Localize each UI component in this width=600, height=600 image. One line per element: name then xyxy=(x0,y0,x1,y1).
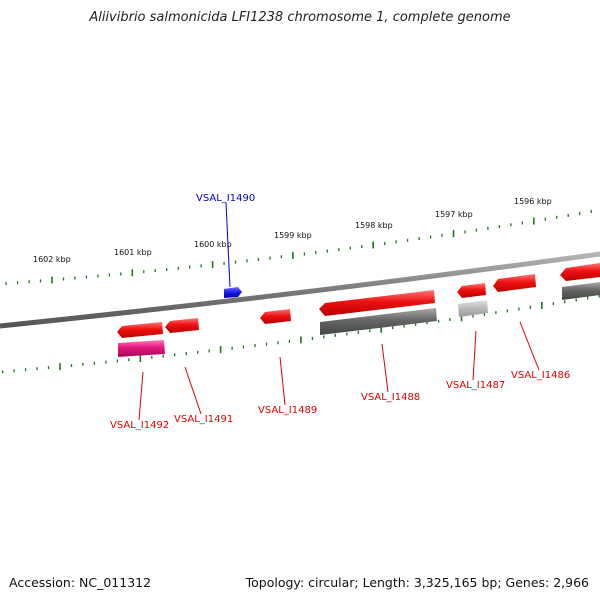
gene-label-vsal-i1487[interactable]: VSAL_I1487 xyxy=(446,380,505,391)
gene-labels: VSAL_I1490 VSAL_I1492 VSAL_I1491 VSAL_I1… xyxy=(110,193,570,431)
gene-label-vsal-i1490[interactable]: VSAL_I1490 xyxy=(196,193,255,204)
gene-vsal-i1491[interactable] xyxy=(165,318,199,333)
gene-label-vsal-i1486[interactable]: VSAL_I1486 xyxy=(511,370,570,381)
gene-label-vsal-i1492[interactable]: VSAL_I1492 xyxy=(110,420,169,431)
upper-scale-ticks xyxy=(5,210,592,285)
leader-vsal-i1489 xyxy=(279,356,286,406)
gene-label-vsal-i1488[interactable]: VSAL_I1488 xyxy=(361,392,420,403)
leader-vsal-i1486 xyxy=(519,321,540,371)
map-title: Aliivibrio salmonicida LFI1238 chromosom… xyxy=(89,10,511,25)
lower-scale-ticks xyxy=(1,294,600,374)
gene-edge-gray[interactable] xyxy=(562,282,600,300)
scale-label-1596: 1596 kbp xyxy=(514,197,552,206)
leader-vsal-i1491 xyxy=(184,366,202,415)
scale-label-1601: 1601 kbp xyxy=(114,248,152,257)
gene-vsal-i1488[interactable] xyxy=(319,290,435,316)
gene-vsal-i1487[interactable] xyxy=(457,283,486,298)
gene-vsal-i1490[interactable] xyxy=(224,287,242,298)
gene-edge-red[interactable] xyxy=(560,263,600,281)
genome-summary-text: Topology: circular; Length: 3,325,165 bp… xyxy=(245,575,589,590)
gene-vsal-i1488-gray[interactable] xyxy=(320,308,437,335)
leader-vsal-i1490 xyxy=(225,202,231,288)
leader-vsal-i1492 xyxy=(138,371,144,421)
gene-vsal-i1492[interactable] xyxy=(117,322,163,338)
accession-text: Accession: NC_011312 xyxy=(9,575,152,590)
gene-vsal-i1492-pink[interactable] xyxy=(118,340,165,357)
gene-vsal-i1486[interactable] xyxy=(493,274,536,292)
scale-labels: 1602 kbp 1601 kbp 1600 kbp 1599 kbp 1598… xyxy=(33,197,552,264)
leader-vsal-i1488 xyxy=(381,343,389,393)
scale-label-1599: 1599 kbp xyxy=(274,231,312,240)
chromosome-backbone xyxy=(0,251,600,329)
scale-label-1602: 1602 kbp xyxy=(33,255,71,264)
gene-label-vsal-i1491[interactable]: VSAL_I1491 xyxy=(174,414,233,425)
gene-vsal-i1487-gray[interactable] xyxy=(458,300,488,317)
label-leaders xyxy=(138,202,540,421)
scale-label-1600: 1600 kbp xyxy=(194,240,232,249)
leader-vsal-i1487 xyxy=(472,330,477,381)
scale-label-1597: 1597 kbp xyxy=(435,210,473,219)
gene-vsal-i1489[interactable] xyxy=(260,309,291,324)
gene-label-vsal-i1489[interactable]: VSAL_I1489 xyxy=(258,405,317,416)
scale-label-1598: 1598 kbp xyxy=(355,221,393,230)
